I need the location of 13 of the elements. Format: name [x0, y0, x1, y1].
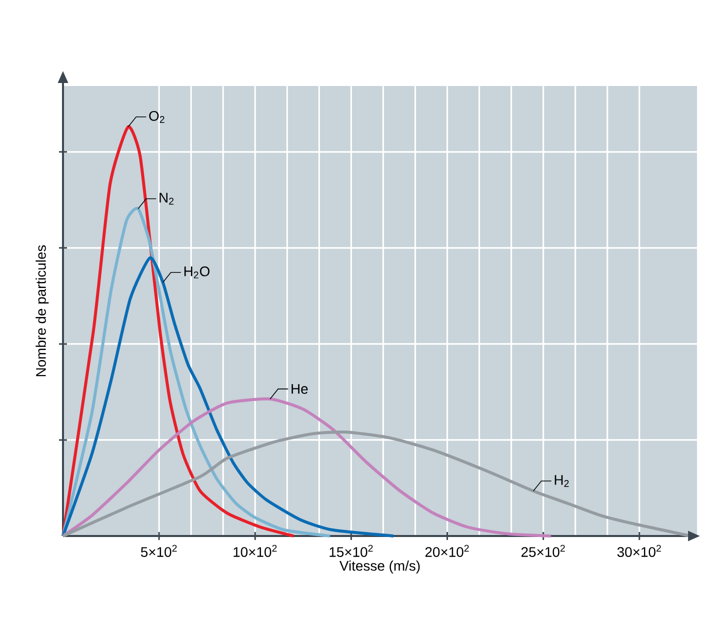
series-label: He: [292, 384, 308, 394]
series-label: H$_{2}$: [554, 475, 569, 487]
x-tick-label: 10×10$^{2}$: [234, 544, 277, 557]
series-label: H$_{2}$O: [184, 266, 210, 278]
x-tick-label: 5×10$^{2}$: [140, 544, 177, 557]
x-axis-title: Vitesse (m/s): [340, 560, 420, 574]
series-label: N$_{2}$: [160, 192, 174, 205]
x-tick-label: 20×10$^{2}$: [425, 544, 469, 557]
series-label: O$_{2}$: [149, 110, 164, 123]
x-tick-label: 15×10$^{2}$: [330, 544, 373, 557]
x-tick-label: 30×10$^{2}$: [617, 544, 661, 557]
x-tick-label: 25×10$^{2}$: [521, 544, 565, 557]
y-axis-title: Nombre de particules: [36, 245, 49, 376]
